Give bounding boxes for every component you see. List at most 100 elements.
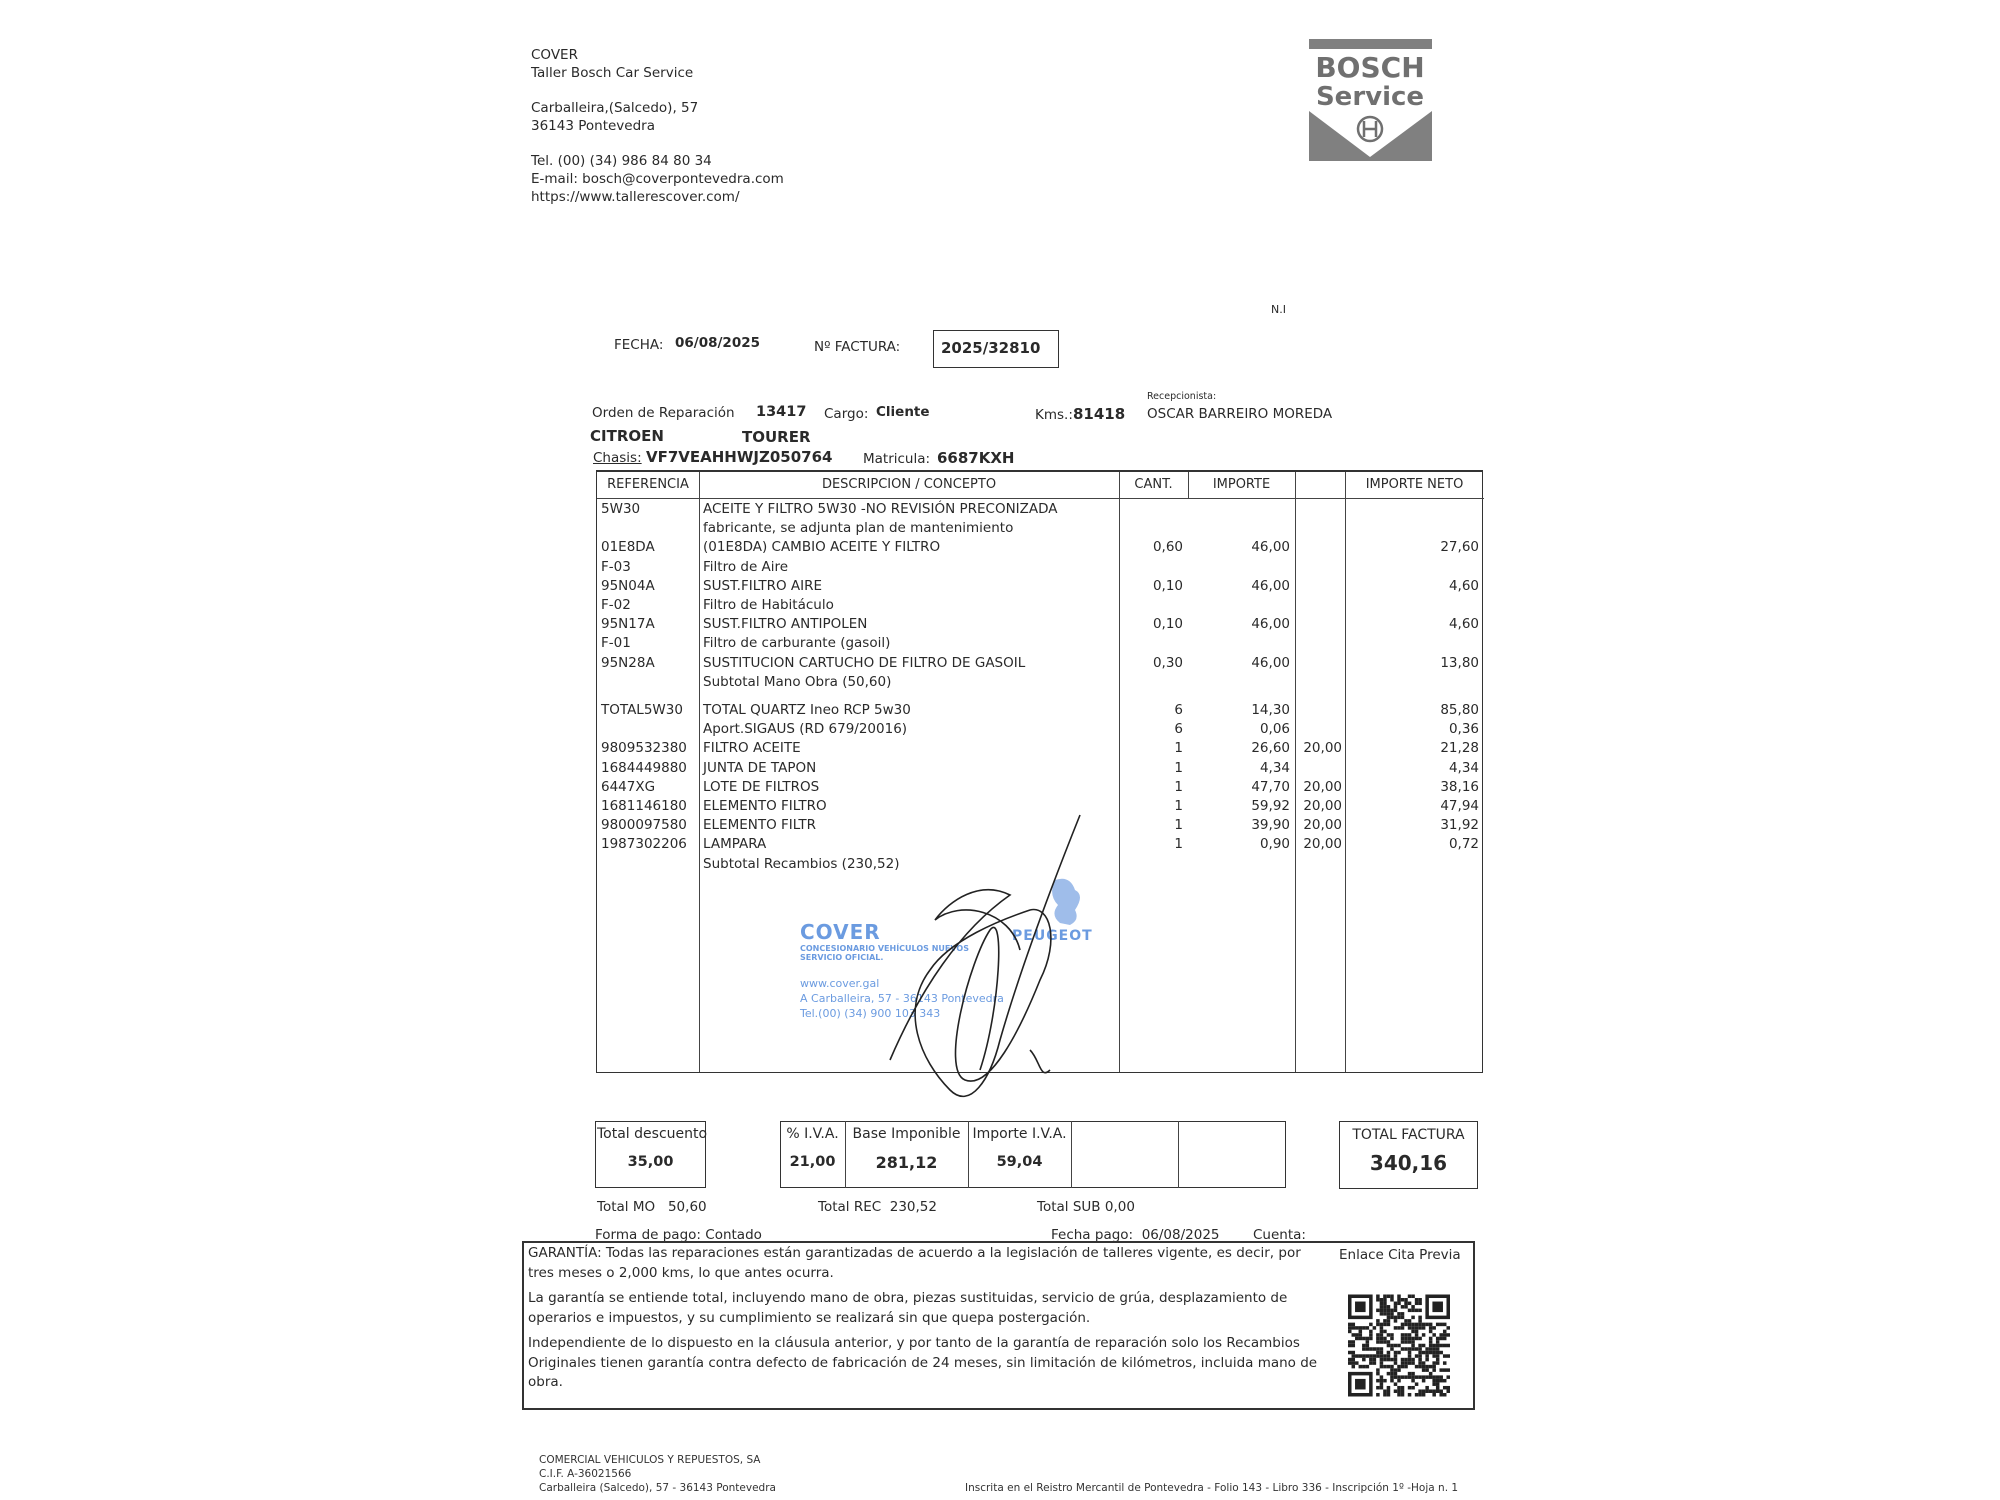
cell-neto: 13,80 (1440, 654, 1479, 671)
cell-desc: SUST.FILTRO ANTIPOLEN (703, 616, 868, 633)
cell-ref: 01E8DA (601, 539, 655, 556)
header-importe: IMPORTE (1188, 472, 1295, 499)
table-row: 1684449880 JUNTA DE TAPON 1 4,34 4,34 (597, 759, 1482, 778)
company-name: COVER (531, 47, 578, 63)
cell-ref: 1987302206 (601, 836, 687, 853)
cell-neto: 47,94 (1440, 797, 1479, 814)
matricula-label: Matricula: (863, 451, 931, 467)
fecha-pago: Fecha pago: 06/08/2025 (1051, 1227, 1220, 1243)
header-importe-neto: IMPORTE NETO (1345, 472, 1484, 499)
cell-importe: 4,34 (1259, 759, 1290, 776)
cell-dto: 20,00 (1303, 740, 1342, 757)
company-email: E-mail: bosch@coverpontevedra.com (531, 171, 784, 187)
header-descuento (1295, 472, 1345, 499)
cell-ref: 1684449880 (601, 759, 687, 776)
cell-ref: 9800097580 (601, 817, 687, 834)
table-row: 95N28A SUSTITUCION CARTUCHO DE FILTRO DE … (597, 654, 1482, 673)
table-row: Subtotal Recambios (230,52) (597, 855, 1482, 874)
cell-desc: JUNTA DE TAPON (703, 759, 817, 776)
cell-ref: 1681146180 (601, 797, 687, 814)
cell-cant: 1 (1174, 740, 1183, 757)
cell-importe: 59,92 (1251, 797, 1290, 814)
table-row: 01E8DA (01E8DA) CAMBIO ACEITE Y FILTRO 0,6… (597, 538, 1482, 557)
cell-desc: LAMPARA (703, 836, 767, 853)
matricula-value: 6687KXH (937, 449, 1015, 467)
labor-lines: 5W30 ACEITE Y FILTRO 5W30 -NO REVISIÓN PR… (597, 500, 1482, 692)
qr-code[interactable] (1348, 1294, 1450, 1397)
forma-pago: Forma de pago: Contado (595, 1227, 762, 1243)
total-factura-value: 340,16 (1369, 1151, 1448, 1175)
total-mo: Total MO 50,60 (597, 1199, 707, 1215)
cell-importe: 39,90 (1251, 817, 1290, 834)
table-row: 6447XG LOTE DE FILTROS 1 47,70 20,00 38,16 (597, 778, 1482, 797)
vehicle-model: TOURER (742, 428, 811, 446)
company-phone: Tel. (00) (34) 986 84 80 34 (531, 153, 712, 169)
cell-desc: Subtotal Recambios (230,52) (703, 855, 900, 872)
cell-neto: 0,72 (1448, 836, 1479, 853)
cell-cant: 0,30 (1152, 654, 1183, 671)
cell-desc: ELEMENTO FILTRO (703, 797, 827, 814)
total-factura-label: TOTAL FACTURA (1352, 1127, 1465, 1143)
cell-neto: 27,60 (1440, 539, 1479, 556)
cell-cant: 0,10 (1152, 616, 1183, 633)
base-imponible-label: Base Imponible (852, 1126, 961, 1142)
cell-desc: TOTAL QUARTZ Ineo RCP 5w30 (703, 702, 911, 718)
orden-value: 13417 (756, 404, 807, 420)
parts-lines: TOTAL5W30 TOTAL QUARTZ Ineo RCP 5w30 6 14,3… (597, 701, 1482, 874)
recepcionista-value: OSCAR BARREIRO MOREDA (1147, 406, 1333, 422)
cell-importe: 14,30 (1251, 702, 1290, 718)
cell-importe: 47,70 (1251, 778, 1290, 795)
cell-neto: 31,92 (1440, 817, 1479, 834)
cell-cant: 0,10 (1152, 577, 1183, 594)
footer-company: COMERCIAL VEHICULOS Y REPUESTOS, SA C.I.F… (539, 1454, 776, 1494)
svg-text:BOSCH: BOSCH (1315, 51, 1424, 84)
cell-desc: Filtro de Habitáculo (703, 596, 834, 613)
cell-importe: 46,00 (1251, 616, 1290, 633)
cargo-value: Cliente (876, 404, 930, 420)
fecha-value: 06/08/2025 (675, 335, 761, 351)
cell-importe: 46,00 (1251, 654, 1290, 671)
table-row: Aport.SIGAUS (RD 679/20016) 6 0,06 0,36 (597, 720, 1482, 739)
company-website: https://www.tallerescover.com/ (531, 189, 740, 205)
cell-desc: LOTE DE FILTROS (703, 778, 820, 795)
kms-value: 81418 (1073, 405, 1126, 423)
cell-neto: 0,36 (1448, 721, 1479, 738)
cell-desc: ELEMENTO FILTR (703, 817, 817, 834)
cell-neto: 85,80 (1440, 702, 1479, 718)
table-row: 1681146180 ELEMENTO FILTRO 1 59,92 20,00 47,9… (597, 797, 1482, 816)
cell-cant: 0,60 (1152, 539, 1183, 556)
cell-importe: 0,06 (1259, 721, 1290, 738)
cell-ref: 5W30 (601, 501, 641, 517)
cargo-label: Cargo: (824, 406, 869, 422)
signature (889, 814, 1081, 1097)
cuenta-label: Cuenta: (1253, 1227, 1306, 1243)
bosch-service-logo: BOSCH Service (1309, 39, 1432, 161)
table-row: 95N17A SUST.FILTRO ANTIPOLEN 0,10 46,00 4,60 (597, 615, 1482, 634)
cell-ref: 95N17A (601, 616, 655, 633)
company-header: COVER Taller Bosch Car Service Carballei… (531, 46, 784, 206)
importe-iva-label: Importe I.V.A. (972, 1126, 1067, 1142)
table-row: Subtotal Mano Obra (50,60) (597, 673, 1482, 692)
descuento-label: Total descuento (597, 1126, 708, 1142)
cell-importe: 46,00 (1251, 539, 1290, 556)
cell-cant: 1 (1174, 817, 1183, 834)
cell-ref: 95N28A (601, 654, 655, 671)
table-row: TOTAL5W30 TOTAL QUARTZ Ineo RCP 5w30 6 14,3… (597, 701, 1482, 720)
header-cant: CANT. (1119, 472, 1188, 499)
cell-desc: Filtro de Aire (703, 558, 789, 575)
cell-desc: Subtotal Mano Obra (50,60) (703, 673, 892, 690)
factura-number: 2025/32810 (941, 339, 1041, 357)
cell-cant: 6 (1174, 721, 1183, 738)
cell-ref: F-01 (601, 635, 631, 652)
table-row: 95N04A SUST.FILTRO AIRE 0,10 46,00 4,60 (597, 577, 1482, 596)
cell-neto: 21,28 (1440, 740, 1479, 757)
table-row: 1987302206 LAMPARA 1 0,90 20,00 0,72 (597, 835, 1482, 854)
cell-desc: (01E8DA) CAMBIO ACEITE Y FILTRO (703, 539, 941, 556)
chasis-label: Chasis: (593, 450, 642, 466)
cell-neto: 38,16 (1440, 778, 1479, 795)
guarantee-paragraph-3: Independiente de lo dispuesto en la cláu… (528, 1335, 1318, 1390)
table-row: F-01 Filtro de carburante (gasoil) (597, 634, 1482, 653)
table-row: F-02 Filtro de Habitáculo (597, 596, 1482, 615)
importe-iva-value: 59,04 (996, 1154, 1043, 1170)
company-city: 36143 Pontevedra (531, 118, 655, 134)
